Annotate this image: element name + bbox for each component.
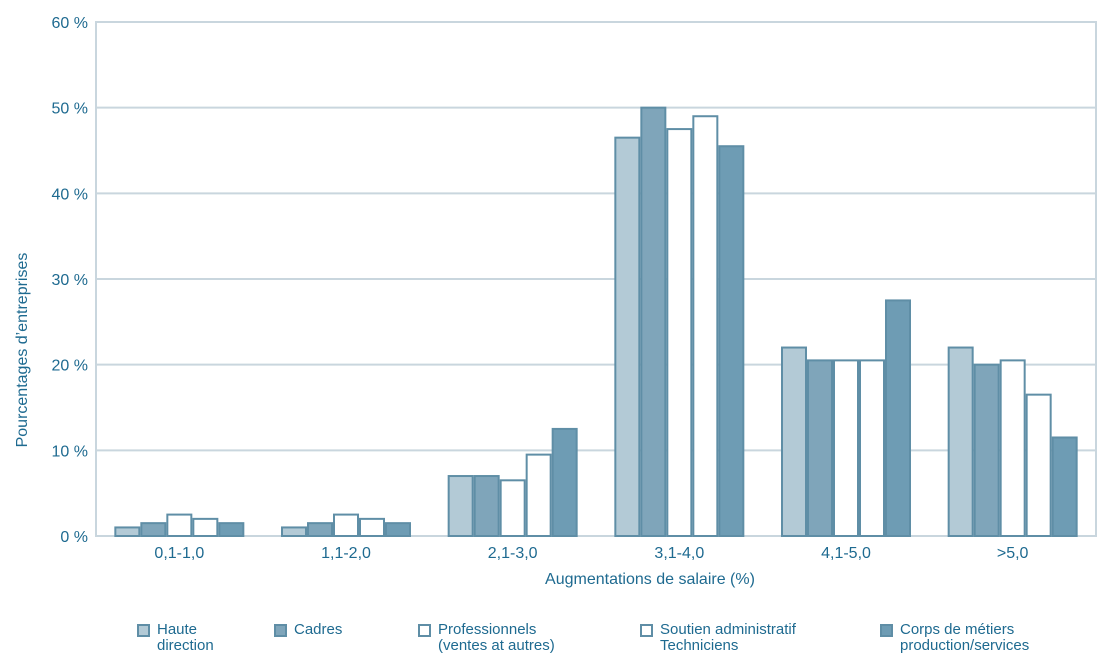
legend-label: Professionnels (ventes at autres)	[438, 621, 555, 654]
bar	[281, 526, 307, 538]
bar	[525, 453, 552, 537]
x-tick-label: 0,1-1,0	[154, 545, 204, 562]
bar	[807, 359, 833, 537]
bar	[692, 115, 719, 537]
y-tick-label: 30 %	[52, 272, 88, 289]
bar	[307, 522, 333, 538]
bar	[666, 128, 693, 537]
bar	[359, 517, 385, 537]
y-tick-label: 40 %	[52, 186, 88, 203]
y-tick-label: 60 %	[52, 15, 88, 32]
x-tick-label: 3,1-4,0	[654, 545, 704, 562]
bar	[999, 359, 1026, 537]
legend-swatch	[418, 624, 431, 637]
y-tick-label: 0 %	[60, 529, 88, 546]
legend-swatch	[274, 624, 287, 637]
bar	[947, 346, 974, 537]
legend-label: Haute direction	[157, 621, 214, 654]
bar	[640, 106, 667, 538]
bar	[551, 427, 578, 537]
legend-swatch	[640, 624, 653, 637]
bar	[140, 522, 167, 538]
legend-item: Corps de métiers production/services	[880, 622, 1029, 654]
bar	[499, 479, 526, 538]
x-tick-label: >5,0	[997, 545, 1029, 562]
bar	[473, 475, 500, 537]
bar	[1051, 436, 1078, 538]
legend-item: Haute direction	[137, 622, 214, 654]
bar	[885, 299, 911, 537]
x-tick-label: 2,1-3,0	[488, 545, 538, 562]
legend-swatch	[880, 624, 893, 637]
legend-label: Cadres	[294, 621, 343, 638]
bar	[385, 522, 411, 538]
y-axis-title: Pourcentages d’entreprises	[14, 253, 31, 448]
y-tick-label: 20 %	[52, 358, 88, 375]
bar	[718, 145, 745, 537]
x-axis-title: Augmentations de salaire (%)	[545, 571, 755, 588]
legend-label: Corps de métiers production/services	[900, 621, 1030, 654]
bar	[614, 136, 641, 537]
legend-label: Soutien administratif Techniciens	[660, 621, 796, 654]
x-tick-label: 1,1-2,0	[321, 545, 371, 562]
bar	[218, 522, 245, 538]
bar	[447, 475, 474, 537]
bar	[781, 346, 807, 537]
legend-swatch	[137, 624, 150, 637]
bar-chart: 0 % 10 % 20 % 30 % 40 % 50 % 60 % 0,1-1,0 1,1-2…	[14, 15, 1097, 588]
legend-item: Cadres	[274, 622, 342, 638]
legend-item: Soutien administratif Techniciens	[640, 622, 796, 654]
legend-item: Professionnels (ventes at autres)	[418, 622, 555, 654]
bar	[166, 513, 193, 537]
bar	[973, 363, 1000, 537]
y-tick-label: 50 %	[52, 101, 88, 118]
bar	[1025, 393, 1052, 537]
legend: Haute direction Cadres Professionnels (vente…	[0, 622, 1109, 660]
bar	[859, 359, 885, 537]
x-tick-label: 4,1-5,0	[821, 545, 871, 562]
bar	[192, 517, 219, 537]
bar	[114, 526, 141, 538]
bar	[333, 513, 359, 537]
bar	[833, 359, 859, 537]
y-tick-label: 10 %	[52, 443, 88, 460]
